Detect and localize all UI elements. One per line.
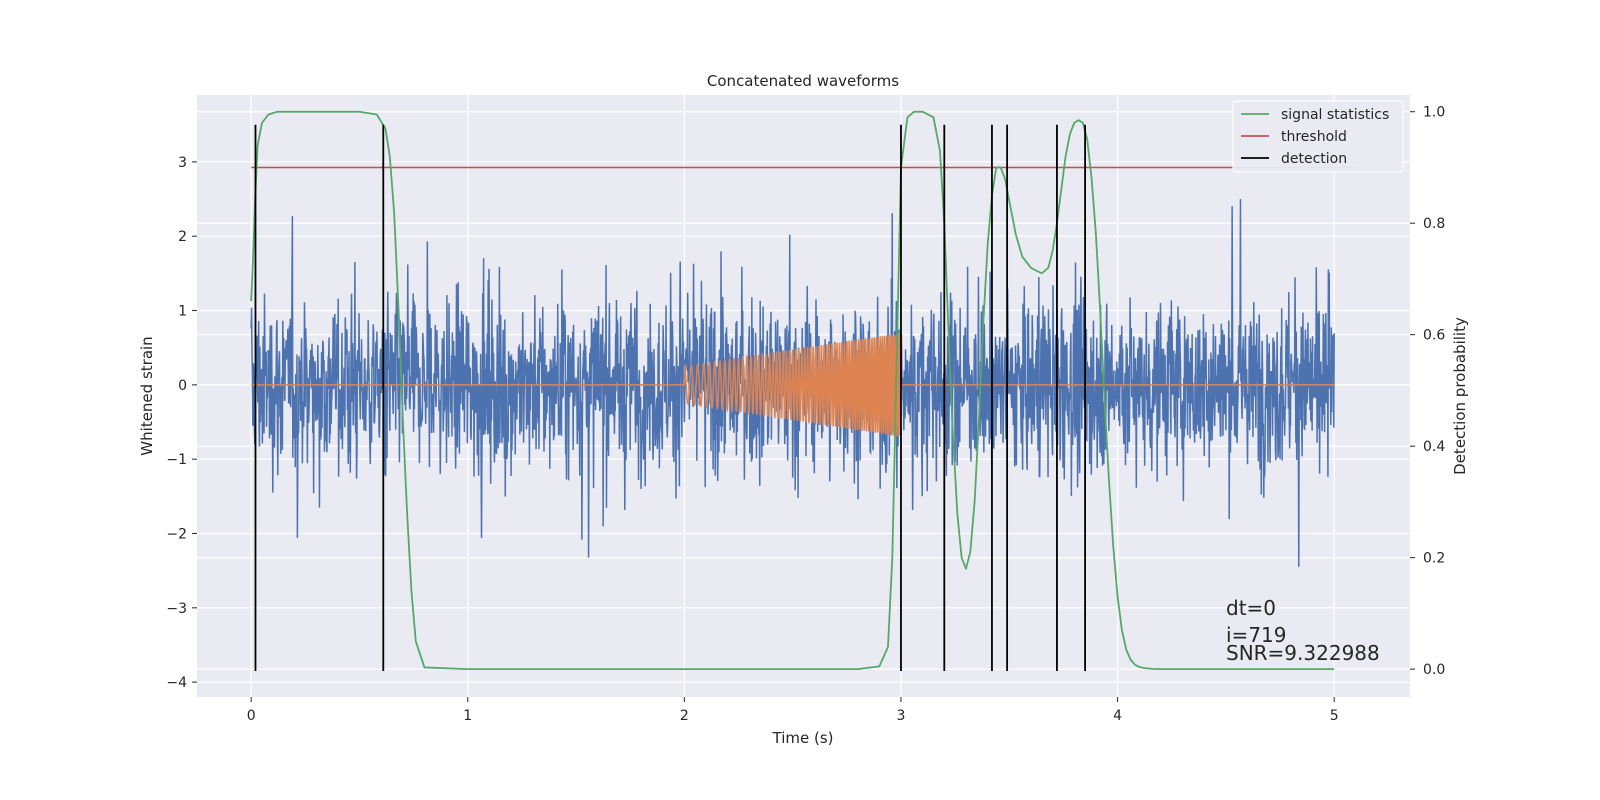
annotation-index: i=719 [1226,623,1287,647]
y-right-tick-label-0: 0.0 [1423,662,1445,678]
y-left-tick-label-6: 2 [178,229,187,245]
x-axis-label: Time (s) [772,729,834,747]
y-left-tick-label-5: 1 [178,304,187,320]
x-tick-label-3: 3 [897,708,906,724]
y-right-tick-label-1: 0.2 [1423,551,1445,567]
annotation-dt: dt=0 [1226,596,1276,620]
y-left-tick-label-0: −4 [166,675,187,691]
chart-title: Concatenated waveforms [707,72,899,90]
y-axis-right-ticks: 0.0 0.2 0.4 0.6 0.8 1.0 [1410,105,1445,678]
noise-trace [250,199,1335,567]
legend-box [1232,100,1404,173]
y-axis-right-label: Detection probability [1451,317,1469,475]
y-left-tick-label-4: 0 [178,378,187,394]
y-right-tick-label-3: 0.6 [1423,328,1445,344]
x-tick-label-0: 0 [247,708,256,724]
annotation-snr: SNR=9.322988 [1226,641,1380,665]
x-tick-label-2: 2 [680,708,689,724]
legend: signal statistics threshold detection [1232,100,1404,173]
series-noise [250,199,1335,567]
y-left-tick-label-3: −1 [166,452,187,468]
y-right-tick-label-5: 1.0 [1423,105,1445,121]
x-tick-label-4: 4 [1113,708,1122,724]
legend-label-signal-statistics: signal statistics [1281,107,1389,123]
y-left-tick-label-7: 3 [178,155,187,171]
x-tick-label-5: 5 [1330,708,1339,724]
chirp-trace [251,332,1335,437]
grid [197,95,1410,697]
y-left-tick-label-2: −2 [166,526,187,542]
x-tick-label-1: 1 [463,708,472,724]
x-axis-ticks: 0 1 2 3 4 5 [247,697,1339,724]
legend-label-detection: detection [1281,151,1347,167]
y-axis-left-ticks: −4 −3 −2 −1 0 1 2 3 [166,155,197,691]
legend-label-threshold: threshold [1281,129,1347,145]
y-right-tick-label-2: 0.4 [1423,439,1445,455]
series-chirp [251,332,1335,437]
signal-statistics-line [250,110,1335,671]
y-left-tick-label-1: −3 [166,601,187,617]
y-right-tick-label-4: 0.8 [1423,216,1445,232]
series-signal-statistics [250,110,1335,671]
series-detection [254,124,1086,671]
y-axis-left-label: Whitened strain [138,336,156,455]
